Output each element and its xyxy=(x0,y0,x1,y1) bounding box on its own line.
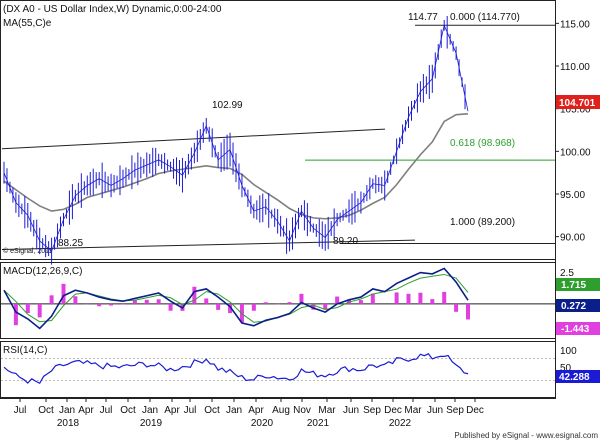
price-tick-label-1: 110.00 xyxy=(560,62,590,73)
x-month-label-9: Oct xyxy=(204,405,220,416)
x-axis-months: Jul Oct Jan Apr Jul Oct Jan Apr Jul Oct Jan Apr Aug N… xyxy=(14,398,484,416)
price-tick-label-3: 100.00 xyxy=(560,147,591,158)
ma-label: MA(55,C)e xyxy=(3,18,52,29)
x-year-label-2021: 2021 xyxy=(307,418,330,429)
macd-panel-frame xyxy=(0,262,556,339)
x-month-label-8: Jul xyxy=(184,405,197,416)
x-month-label-19: Jun xyxy=(427,405,443,416)
price-line xyxy=(3,23,469,252)
x-year-label-2018: 2018 xyxy=(57,418,80,429)
macd-hist-value: -1.443 xyxy=(561,324,590,335)
rsi-tick-50: 50 xyxy=(560,363,572,374)
x-month-label-21: Dec xyxy=(466,405,484,416)
x-month-label-15: Jun xyxy=(343,405,359,416)
x-year-label-2022: 2022 xyxy=(389,418,412,429)
current-price-box xyxy=(556,95,600,109)
annotation-88-25: 88.25 xyxy=(58,238,83,249)
x-month-label-18: Mar xyxy=(404,405,422,416)
macd-hist-box xyxy=(556,322,600,335)
rsi-tick-100: 100 xyxy=(560,346,577,357)
chart-title: (DX A0 - US Dollar Index,W) Dynamic,0:00… xyxy=(3,4,222,15)
x-month-label-4: Jul xyxy=(100,405,113,416)
resistance-trendline xyxy=(1,128,386,150)
annotation-114-77: 114.77 xyxy=(408,12,438,23)
rsi-value: 42.288 xyxy=(559,372,590,383)
price-tick-label-5: 90.00 xyxy=(560,233,585,244)
rsi-line xyxy=(3,353,469,385)
price-y-ticks: 115.00 110.00 105.00 100.00 95.00 90.00 xyxy=(555,19,591,244)
x-month-label-5: Oct xyxy=(120,405,136,416)
fib-0618-label: 0.618 (98.968) xyxy=(450,138,515,149)
price-lines xyxy=(1,15,555,265)
price-tick-label-2: 105.00 xyxy=(560,105,591,116)
x-month-label-13: Nov xyxy=(293,405,311,416)
fib-1000-label: 1.000 (89.200) xyxy=(450,217,515,228)
macd-line-box xyxy=(556,299,600,312)
macd-line-value: 0.272 xyxy=(561,301,586,312)
x-year-label-2020: 2020 xyxy=(251,418,274,429)
x-month-label-11: Apr xyxy=(248,405,264,416)
price-tick-label-0: 115.00 xyxy=(560,19,590,30)
x-month-label-1: Oct xyxy=(38,405,54,416)
macd-tick-2-5: 2.5 xyxy=(560,268,574,279)
rsi-lines xyxy=(1,353,555,385)
copyright-label: © eSignal, 2011 xyxy=(3,247,53,255)
support-trendline xyxy=(1,239,416,250)
current-price-label: 104.701 xyxy=(559,98,596,109)
annotation-102-99: 102.99 xyxy=(212,100,243,111)
price-tick-label-4: 95.00 xyxy=(560,190,585,201)
x-month-label-17: Dec xyxy=(384,405,402,416)
x-axis-years: 2018 2019 2020 2021 2022 xyxy=(57,418,412,429)
fib-0000-label: 0.000 (114.770) xyxy=(450,12,520,23)
annotation-89-20: 89.20 xyxy=(333,236,358,247)
macd-title: MACD(12,26,9,C) xyxy=(3,266,82,277)
macd-line xyxy=(3,267,469,330)
macd-signal-value: 1.715 xyxy=(561,280,586,291)
macd-lines xyxy=(1,267,555,330)
x-month-label-14: Mar xyxy=(318,405,336,416)
x-month-label-16: Sep xyxy=(363,405,381,416)
x-year-label-2019: 2019 xyxy=(140,418,163,429)
x-month-label-20: Sep xyxy=(446,405,464,416)
x-month-label-10: Jan xyxy=(226,405,242,416)
x-month-label-3: Apr xyxy=(78,405,94,416)
x-month-label-0: Jul xyxy=(14,405,27,416)
rsi-panel-frame xyxy=(0,341,556,398)
x-month-label-6: Jan xyxy=(142,405,158,416)
x-month-label-12: Aug xyxy=(272,405,290,416)
x-month-label-7: Apr xyxy=(164,405,180,416)
rsi-value-box xyxy=(556,370,600,383)
published-by-label: Published by eSignal - www.esignal.com xyxy=(454,431,598,440)
macd-signal-box xyxy=(556,278,600,291)
rsi-title: RSI(14,C) xyxy=(3,345,47,356)
macd-signal-line xyxy=(3,273,469,323)
x-month-label-2: Jan xyxy=(59,405,75,416)
